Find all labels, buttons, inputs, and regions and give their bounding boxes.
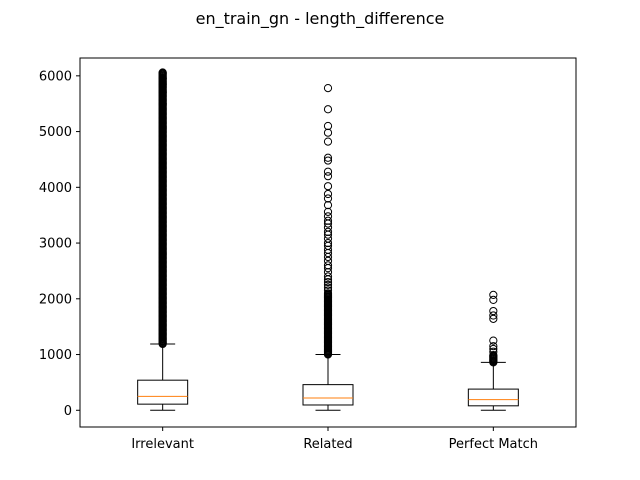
outlier-point	[323, 264, 333, 273]
outlier-point	[323, 286, 333, 295]
outlier-point	[158, 80, 167, 89]
outlier-point	[323, 167, 333, 176]
chart-title: en_train_gn - length_difference	[196, 9, 445, 29]
outlier-point	[323, 105, 333, 114]
y-tick-label: 6000	[39, 69, 72, 84]
outlier-point	[323, 283, 333, 292]
x-tick-label: Irrelevant	[131, 437, 194, 452]
outlier-point	[323, 201, 333, 210]
outlier-point	[323, 227, 333, 237]
x-axis: Irrelevant Related Perfect Match	[131, 427, 538, 452]
box-group	[137, 68, 189, 411]
outlier-point	[489, 347, 498, 356]
y-tick-label: 0	[64, 404, 72, 419]
outlier-point	[323, 289, 333, 298]
box-group	[467, 290, 519, 411]
box-group	[302, 83, 354, 411]
outlier-point	[323, 216, 333, 225]
outlier-point	[489, 314, 498, 323]
outlier-point	[323, 128, 333, 137]
outlier-point	[323, 252, 333, 262]
outlier-point	[489, 290, 498, 299]
outlier-point	[323, 230, 333, 239]
outlier-point	[323, 182, 333, 191]
y-tick-label: 3000	[39, 237, 72, 252]
outlier-point	[158, 74, 167, 83]
outlier-point	[323, 189, 333, 199]
y-tick-label: 2000	[39, 292, 72, 307]
outlier-point	[489, 342, 498, 351]
boxes	[137, 68, 519, 411]
y-tick-label: 5000	[39, 125, 72, 140]
outlier-point	[323, 156, 333, 165]
outlier-point	[489, 336, 498, 345]
outlier-point	[323, 83, 333, 93]
outlier-point	[489, 344, 498, 354]
outlier-point	[489, 295, 498, 305]
outlier-point	[323, 137, 333, 146]
outlier-point	[323, 207, 333, 216]
outlier-point	[323, 172, 333, 181]
y-tick-label: 1000	[39, 348, 72, 363]
outlier-point	[323, 277, 333, 287]
outlier-point	[158, 68, 167, 77]
outlier-point	[489, 351, 498, 360]
outlier-point	[323, 219, 333, 228]
y-tick-label: 4000	[39, 181, 72, 196]
outlier-point	[158, 88, 167, 97]
box	[137, 379, 189, 405]
outlier-point	[323, 272, 333, 281]
outlier-point	[323, 238, 333, 248]
outlier-point	[489, 306, 498, 316]
x-tick-label: Perfect Match	[449, 437, 538, 452]
box	[467, 388, 519, 407]
outlier-point	[489, 311, 498, 320]
x-tick-label: Related	[303, 437, 352, 452]
outlier-point	[323, 121, 333, 131]
outlier-point	[158, 99, 167, 108]
outlier-point	[323, 194, 333, 203]
y-axis: 0 1000 2000 3000 4000 5000 6000	[39, 69, 80, 419]
outlier-point	[323, 261, 333, 270]
outlier-point	[323, 275, 333, 284]
box	[302, 384, 354, 406]
outlier-point	[323, 248, 333, 258]
outlier-point	[323, 153, 333, 162]
outlier-point	[323, 280, 333, 289]
